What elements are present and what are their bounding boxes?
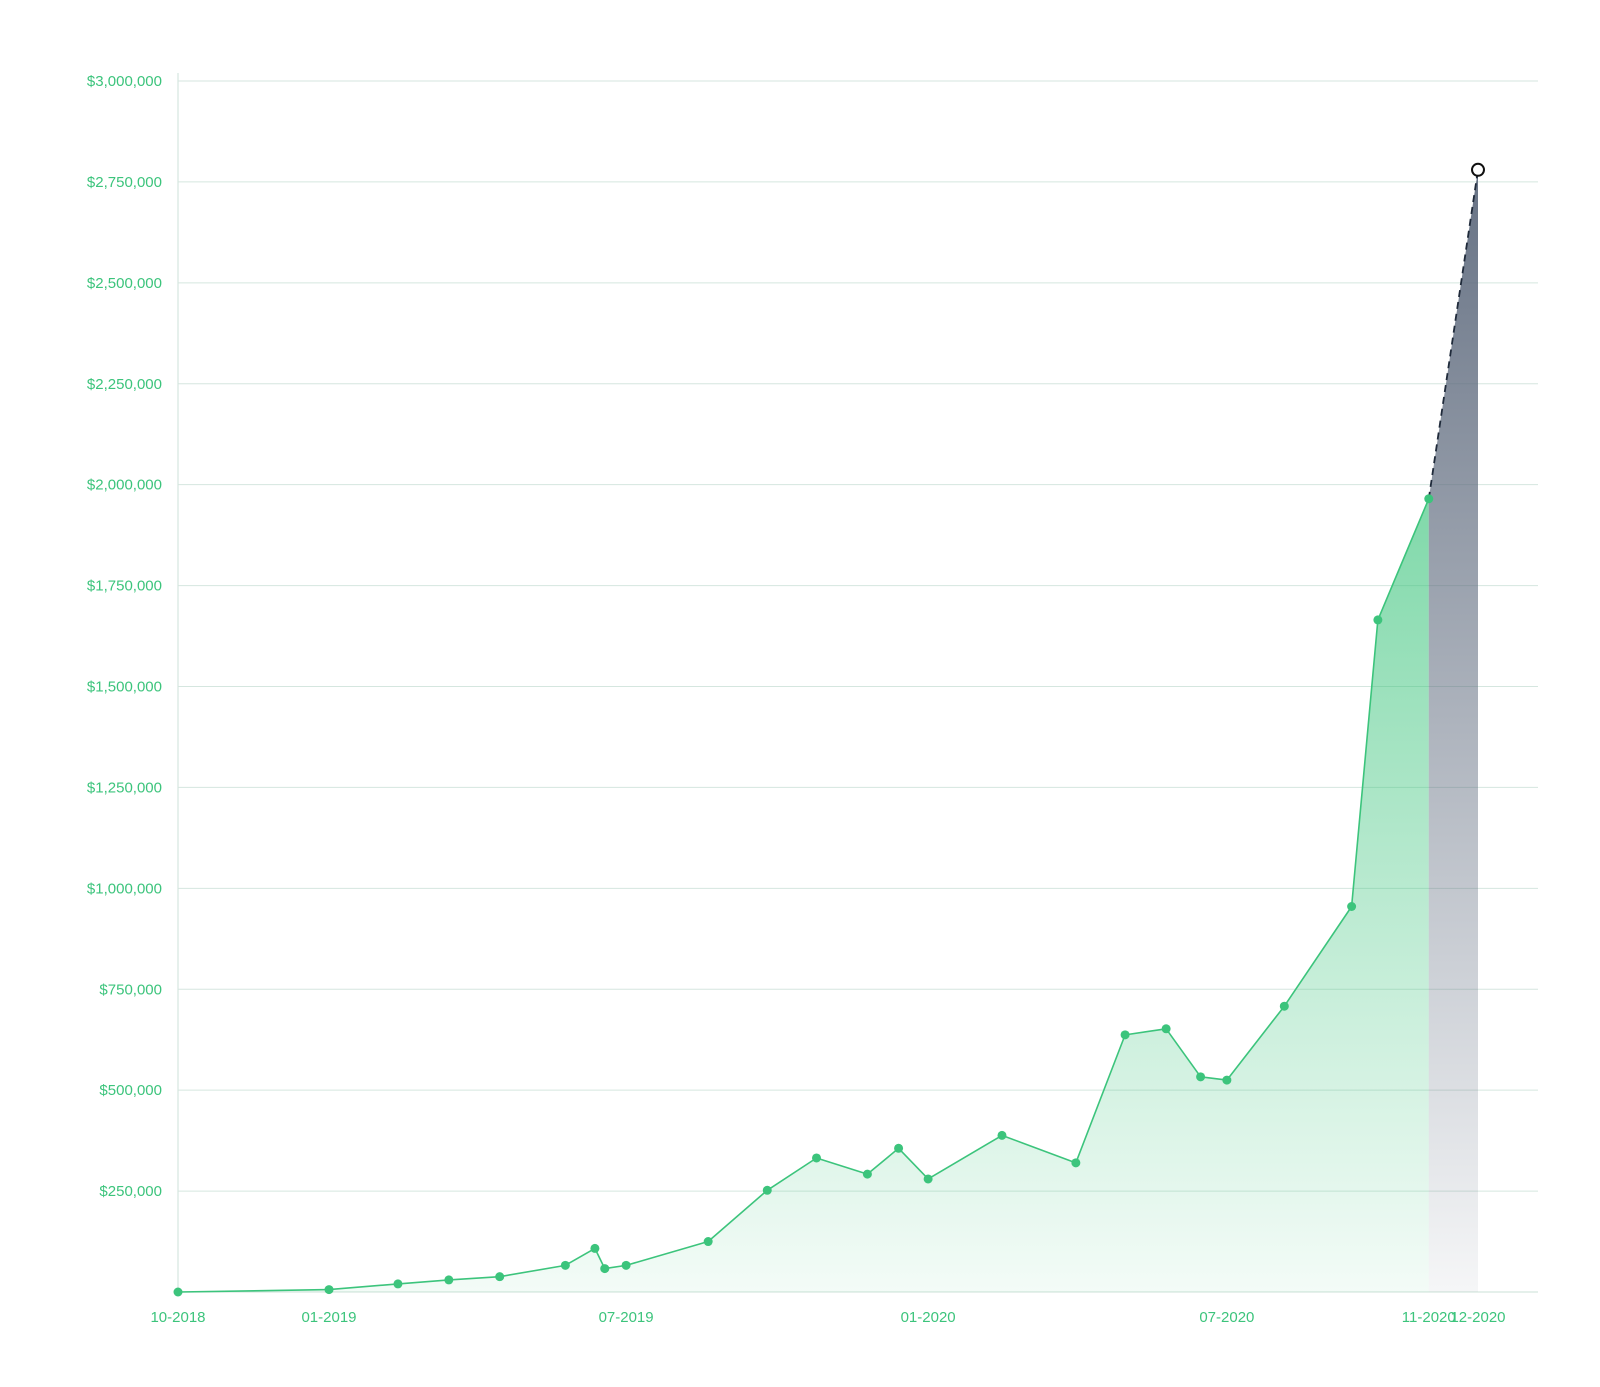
x-tick-label: 11-2020: [1402, 1309, 1456, 1326]
grid-lines: [178, 80, 1538, 1192]
data-point: [1120, 1030, 1130, 1040]
x-tick-label: 01-2019: [301, 1309, 356, 1326]
data-point: [894, 1143, 904, 1153]
data-point: [1347, 901, 1357, 911]
areas: [178, 169, 1478, 1293]
data-point: [1222, 1075, 1232, 1085]
data-point: [173, 1287, 183, 1297]
data-point: [997, 1130, 1007, 1140]
data-point: [1279, 1001, 1289, 1011]
data-point: [495, 1272, 505, 1282]
data-point: [324, 1285, 334, 1295]
data-point: [862, 1169, 872, 1179]
x-tick-label: 10-2018: [150, 1309, 205, 1326]
y-tick-label: $1,000,000: [87, 880, 162, 897]
actual-area: [178, 498, 1429, 1292]
data-point: [444, 1275, 454, 1285]
forecast-point: [1471, 162, 1485, 177]
y-tick-label: $2,500,000: [87, 275, 162, 292]
data-point: [762, 1185, 772, 1195]
x-axis-tick-labels: 10-2018 01-2019 07-2019 01-2020 07-2020 11-20…: [150, 1309, 1505, 1326]
x-tick-label: 12-2020: [1450, 1309, 1505, 1326]
y-tick-label: $2,750,000: [87, 174, 162, 191]
data-point: [812, 1153, 822, 1163]
y-tick-label: $1,750,000: [87, 578, 162, 595]
data-point: [590, 1243, 600, 1253]
y-tick-label: $2,250,000: [87, 376, 162, 393]
data-point: [1071, 1158, 1081, 1168]
data-point: [1161, 1024, 1171, 1034]
x-tick-label: 07-2019: [599, 1309, 654, 1326]
y-tick-label: $250,000: [99, 1183, 162, 1200]
data-point: [1196, 1072, 1206, 1082]
y-tick-label: $2,000,000: [87, 477, 162, 494]
data-point: [923, 1174, 933, 1184]
data-point: [600, 1264, 610, 1274]
y-tick-label: $1,500,000: [87, 679, 162, 696]
x-tick-label: 01-2020: [901, 1309, 956, 1326]
y-tick-label: $1,250,000: [87, 779, 162, 796]
y-tick-label: $3,000,000: [87, 73, 162, 90]
data-point: [1424, 494, 1434, 504]
forecast-line: [1427, 169, 1479, 499]
forecast-area: [1428, 169, 1478, 1293]
y-axis-tick-labels: $250,000 $500,000 $750,000 $1,000,000 $1,250…: [87, 73, 162, 1200]
data-point: [621, 1260, 631, 1270]
data-point: [1373, 615, 1383, 625]
data-point: [560, 1260, 570, 1270]
y-tick-label: $500,000: [99, 1082, 162, 1099]
y-tick-label: $750,000: [99, 981, 162, 998]
data-point: [703, 1237, 713, 1247]
x-tick-label: 07-2020: [1199, 1309, 1254, 1326]
data-points: [173, 162, 1485, 1297]
data-point: [393, 1279, 403, 1289]
